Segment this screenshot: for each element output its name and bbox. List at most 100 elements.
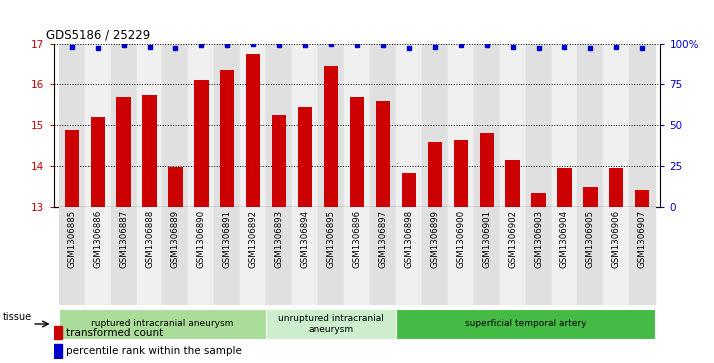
Bar — [91, 117, 105, 207]
Text: GSM1306890: GSM1306890 — [197, 210, 206, 268]
Bar — [558, 168, 572, 207]
Bar — [214, 207, 241, 305]
Bar — [266, 309, 396, 339]
Bar — [324, 66, 338, 207]
Text: ruptured intracranial aneurysm: ruptured intracranial aneurysm — [91, 319, 233, 329]
Bar — [163, 207, 188, 305]
Bar — [136, 44, 163, 207]
Text: GSM1306885: GSM1306885 — [67, 210, 76, 268]
Text: GSM1306901: GSM1306901 — [482, 210, 491, 268]
Bar — [214, 44, 241, 207]
Bar — [272, 115, 286, 207]
Bar — [370, 44, 396, 207]
Bar — [473, 44, 500, 207]
Bar — [583, 187, 598, 207]
Bar — [396, 44, 422, 207]
Bar — [402, 174, 416, 207]
Text: GSM1306900: GSM1306900 — [456, 210, 466, 268]
Bar — [292, 44, 318, 207]
Bar — [629, 44, 655, 207]
Bar — [188, 44, 214, 207]
Bar — [318, 207, 344, 305]
Bar — [246, 54, 261, 207]
Bar — [500, 44, 526, 207]
Bar — [111, 44, 136, 207]
Text: GSM1306887: GSM1306887 — [119, 210, 128, 268]
Text: GSM1306898: GSM1306898 — [404, 210, 413, 268]
Text: transformed count: transformed count — [66, 327, 164, 338]
Text: percentile rank within the sample: percentile rank within the sample — [66, 346, 242, 356]
Bar — [85, 44, 111, 207]
Bar — [54, 344, 63, 358]
Bar — [136, 207, 163, 305]
Text: superficial temporal artery: superficial temporal artery — [465, 319, 586, 329]
Bar — [59, 309, 266, 339]
Text: unruptured intracranial
aneurysm: unruptured intracranial aneurysm — [278, 314, 384, 334]
Text: GSM1306895: GSM1306895 — [326, 210, 336, 268]
Text: GSM1306893: GSM1306893 — [275, 210, 283, 268]
Text: GSM1306904: GSM1306904 — [560, 210, 569, 268]
Bar — [54, 326, 63, 339]
Text: GSM1306905: GSM1306905 — [586, 210, 595, 268]
Text: GSM1306903: GSM1306903 — [534, 210, 543, 268]
Bar — [551, 44, 578, 207]
Bar — [473, 207, 500, 305]
Bar — [551, 207, 578, 305]
Bar — [428, 142, 442, 207]
Bar — [506, 160, 520, 207]
Bar — [422, 44, 448, 207]
Bar — [448, 44, 473, 207]
Text: GSM1306894: GSM1306894 — [301, 210, 310, 268]
Text: GSM1306892: GSM1306892 — [248, 210, 258, 268]
Text: GSM1306902: GSM1306902 — [508, 210, 517, 268]
Bar — [603, 44, 629, 207]
Bar — [396, 309, 655, 339]
Bar — [396, 207, 422, 305]
Text: GSM1306891: GSM1306891 — [223, 210, 232, 268]
Bar — [526, 207, 551, 305]
Text: GSM1306888: GSM1306888 — [145, 210, 154, 268]
Text: GSM1306889: GSM1306889 — [171, 210, 180, 268]
Bar — [298, 107, 312, 207]
Bar — [609, 168, 623, 207]
Bar — [188, 207, 214, 305]
Bar — [241, 207, 266, 305]
Bar — [480, 132, 494, 207]
Bar — [526, 44, 551, 207]
Bar — [59, 207, 85, 305]
Bar — [142, 95, 156, 207]
Bar — [59, 44, 85, 207]
Bar — [292, 207, 318, 305]
Bar — [169, 167, 183, 207]
Bar — [635, 190, 650, 207]
Bar — [85, 207, 111, 305]
Text: GDS5186 / 25229: GDS5186 / 25229 — [46, 29, 151, 42]
Bar — [453, 139, 468, 207]
Text: GSM1306886: GSM1306886 — [93, 210, 102, 268]
Bar — [64, 130, 79, 207]
Text: GSM1306906: GSM1306906 — [612, 210, 621, 268]
Bar — [350, 97, 364, 207]
Bar — [578, 44, 603, 207]
Bar — [629, 207, 655, 305]
Bar — [111, 207, 136, 305]
Bar — [241, 44, 266, 207]
Bar — [194, 80, 208, 207]
Bar — [344, 44, 370, 207]
Bar — [220, 70, 234, 207]
Text: GSM1306907: GSM1306907 — [638, 210, 647, 268]
Text: tissue: tissue — [3, 312, 32, 322]
Bar — [500, 207, 526, 305]
Bar — [266, 44, 292, 207]
Bar — [266, 207, 292, 305]
Bar — [163, 44, 188, 207]
Bar — [603, 207, 629, 305]
Bar — [531, 193, 545, 207]
Bar — [116, 97, 131, 207]
Bar — [422, 207, 448, 305]
Bar — [578, 207, 603, 305]
Bar — [318, 44, 344, 207]
Bar — [448, 207, 473, 305]
Text: GSM1306896: GSM1306896 — [353, 210, 361, 268]
Bar — [370, 207, 396, 305]
